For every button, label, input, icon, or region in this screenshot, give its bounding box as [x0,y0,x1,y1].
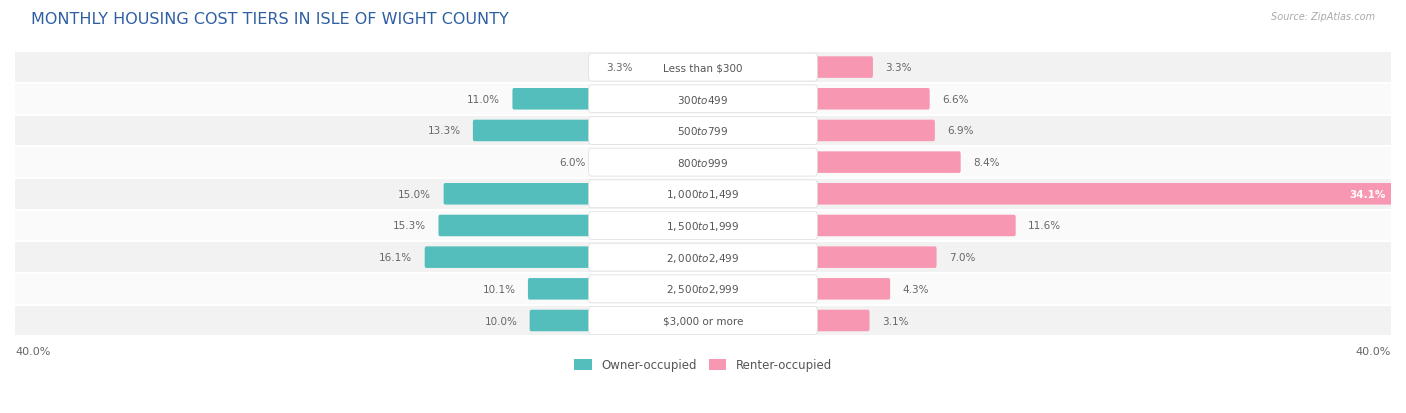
Text: 40.0%: 40.0% [15,346,51,356]
Text: 4.3%: 4.3% [903,284,929,294]
Text: $1,000 to $1,499: $1,000 to $1,499 [666,188,740,201]
Text: 7.0%: 7.0% [949,252,976,263]
FancyBboxPatch shape [472,120,592,142]
FancyBboxPatch shape [645,57,699,79]
FancyBboxPatch shape [814,89,929,110]
Text: 6.9%: 6.9% [948,126,974,136]
Text: $2,500 to $2,999: $2,500 to $2,999 [666,282,740,296]
Text: 15.3%: 15.3% [392,221,426,231]
FancyBboxPatch shape [814,310,869,332]
FancyBboxPatch shape [0,242,1406,273]
FancyBboxPatch shape [589,307,817,335]
Text: 15.0%: 15.0% [398,189,432,199]
Text: 11.0%: 11.0% [467,95,501,104]
Text: $2,000 to $2,499: $2,000 to $2,499 [666,251,740,264]
Text: 13.3%: 13.3% [427,126,461,136]
Text: 10.0%: 10.0% [484,316,517,326]
Text: 16.1%: 16.1% [380,252,412,263]
FancyBboxPatch shape [589,180,817,208]
FancyBboxPatch shape [599,152,699,173]
Text: 3.3%: 3.3% [606,63,633,73]
Text: 8.4%: 8.4% [973,158,1000,168]
FancyBboxPatch shape [589,149,817,177]
FancyBboxPatch shape [814,247,936,268]
Text: $1,500 to $1,999: $1,500 to $1,999 [666,219,740,233]
FancyBboxPatch shape [530,310,592,332]
Text: $300 to $499: $300 to $499 [678,94,728,105]
FancyBboxPatch shape [589,117,817,145]
FancyBboxPatch shape [527,278,592,300]
FancyBboxPatch shape [512,89,592,110]
FancyBboxPatch shape [814,278,890,300]
FancyBboxPatch shape [0,210,1406,242]
Text: 3.1%: 3.1% [882,316,908,326]
Text: $3,000 or more: $3,000 or more [662,316,744,326]
Text: Source: ZipAtlas.com: Source: ZipAtlas.com [1271,12,1375,22]
FancyBboxPatch shape [814,120,935,142]
FancyBboxPatch shape [425,247,592,268]
Text: MONTHLY HOUSING COST TIERS IN ISLE OF WIGHT COUNTY: MONTHLY HOUSING COST TIERS IN ISLE OF WI… [31,12,509,27]
Text: 6.6%: 6.6% [942,95,969,104]
FancyBboxPatch shape [0,147,1406,178]
Text: 3.3%: 3.3% [886,63,912,73]
Text: Less than $300: Less than $300 [664,63,742,73]
Text: $500 to $799: $500 to $799 [678,125,728,137]
FancyBboxPatch shape [439,215,592,237]
Text: 6.0%: 6.0% [560,158,586,168]
Text: 40.0%: 40.0% [1355,346,1391,356]
Text: $800 to $999: $800 to $999 [678,157,728,169]
FancyBboxPatch shape [814,184,1403,205]
Text: 11.6%: 11.6% [1028,221,1062,231]
Text: 34.1%: 34.1% [1350,189,1386,199]
FancyBboxPatch shape [0,273,1406,305]
FancyBboxPatch shape [0,52,1406,84]
FancyBboxPatch shape [589,275,817,303]
FancyBboxPatch shape [814,57,873,79]
FancyBboxPatch shape [0,178,1406,210]
FancyBboxPatch shape [814,215,1015,237]
Text: 10.1%: 10.1% [482,284,516,294]
FancyBboxPatch shape [589,85,817,114]
FancyBboxPatch shape [0,305,1406,337]
Legend: Owner-occupied, Renter-occupied: Owner-occupied, Renter-occupied [569,354,837,376]
FancyBboxPatch shape [589,212,817,240]
FancyBboxPatch shape [589,244,817,271]
FancyBboxPatch shape [444,184,592,205]
FancyBboxPatch shape [0,115,1406,147]
FancyBboxPatch shape [589,54,817,82]
FancyBboxPatch shape [0,84,1406,115]
FancyBboxPatch shape [814,152,960,173]
